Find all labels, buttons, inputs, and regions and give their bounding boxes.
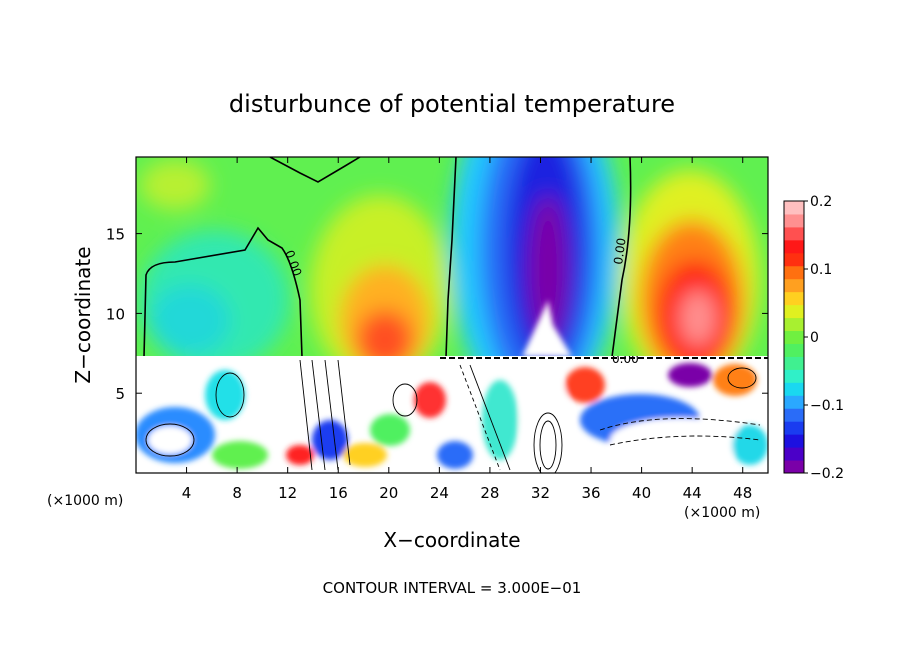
y-axis-label: Z−coordinate xyxy=(71,246,95,383)
white-spike xyxy=(522,300,572,357)
x-tick-label: 28 xyxy=(480,484,499,502)
colorbar-swatch xyxy=(784,395,804,409)
blob-red-1 xyxy=(286,445,314,465)
colorbar-swatch xyxy=(784,421,804,435)
x-axis: 4 8 12 16 20 24 28 32 36 40 44 48 xyxy=(182,157,752,502)
x-tick-label: 4 xyxy=(182,484,192,502)
y-axis: 5 10 15 xyxy=(106,226,768,403)
colorbar-swatch xyxy=(784,265,804,280)
colorbar-tick-label: −0.2 xyxy=(810,466,844,482)
x-tick-label: 24 xyxy=(430,484,449,502)
cool-region-left-core xyxy=(150,285,230,355)
colorbar-swatch xyxy=(784,278,804,293)
blob-blue-2 xyxy=(312,420,348,460)
x-tick-label: 20 xyxy=(379,484,398,502)
x-tick-label: 44 xyxy=(683,484,702,502)
colorbar-swatch xyxy=(784,291,804,306)
colorbar-swatch xyxy=(784,369,804,383)
colorbar-swatch xyxy=(784,343,804,357)
colorbar-tick-label: −0.1 xyxy=(810,398,844,414)
x-tick-label: 48 xyxy=(733,484,752,502)
x-unit-label-left: (×1000 m) xyxy=(47,493,123,509)
blob-cyan-1 xyxy=(205,370,245,420)
cold-plume-core xyxy=(528,195,568,345)
zero-contour-left xyxy=(143,226,303,357)
colorbar-swatch xyxy=(784,447,804,461)
x-tick-label: 40 xyxy=(632,484,651,502)
y-tick-label: 15 xyxy=(106,226,125,244)
warm-region-right-core xyxy=(680,290,716,346)
colorbar-swatch xyxy=(784,382,804,396)
x-axis-label: X−coordinate xyxy=(383,528,520,552)
colorbar-swatch xyxy=(784,239,804,254)
colorbar-swatch xyxy=(784,213,804,228)
blob-blue-3 xyxy=(437,441,473,469)
lower-turbulent-field: 0.00 xyxy=(136,352,768,473)
chart-title: disturbunce of potential temperature xyxy=(229,90,675,118)
contour-label-interface: 0.00 xyxy=(612,352,639,366)
upper-temperature-field: 0.00 0.00 xyxy=(136,157,768,357)
x-tick-label: 8 xyxy=(232,484,242,502)
colorbar-swatch xyxy=(784,226,804,241)
blob-red-2 xyxy=(414,382,446,418)
colorbar-tick-label: 0 xyxy=(810,330,819,346)
blob-yellow-1 xyxy=(343,443,387,467)
blob-white-2 xyxy=(520,370,570,470)
blob-red-3 xyxy=(565,367,605,403)
zero-contour-top xyxy=(269,157,361,183)
turbulence-contours xyxy=(145,359,761,473)
blob-white-1 xyxy=(148,426,192,454)
colorbar-swatch xyxy=(784,460,804,474)
colorbar-tick-label: 0.2 xyxy=(810,194,832,210)
blob-cyan-3 xyxy=(732,425,768,465)
y-tick-label: 5 xyxy=(115,385,125,403)
warm-region-center-left-core xyxy=(357,310,413,357)
plot-area: 0.00 0.00 xyxy=(135,156,769,474)
colorbar: 0.2 0.1 0 −0.1 −0.2 xyxy=(783,194,844,482)
blob-green-1 xyxy=(212,441,268,469)
blob-cyan-2 xyxy=(482,380,518,460)
colorbar-swatch xyxy=(784,252,804,267)
blob-green-2 xyxy=(370,414,410,446)
colorbar-swatch xyxy=(784,201,804,215)
x-tick-label: 32 xyxy=(531,484,550,502)
contour-interval-footer: CONTOUR INTERVAL = 3.000E−01 xyxy=(323,579,582,597)
contour-label-right: 0.00 xyxy=(611,237,629,265)
blob-purple-1 xyxy=(668,363,712,387)
plot-frame xyxy=(135,156,769,474)
warm-region-upper-left xyxy=(140,160,210,210)
colorbar-swatch xyxy=(784,304,804,319)
zero-contour-right xyxy=(611,157,632,357)
zero-contour-center xyxy=(445,157,457,357)
blob-orange-1 xyxy=(713,364,757,396)
x-tick-label: 36 xyxy=(581,484,600,502)
x-tick-label: 12 xyxy=(278,484,297,502)
colorbar-swatch xyxy=(784,330,804,344)
colorbar-swatch xyxy=(784,356,804,370)
x-unit-label-right: (×1000 m) xyxy=(684,505,760,521)
colorbar-swatch xyxy=(784,434,804,448)
y-tick-label: 10 xyxy=(106,305,125,323)
x-tick-label: 16 xyxy=(329,484,348,502)
colorbar-tick-label: 0.1 xyxy=(810,262,832,278)
colorbar-swatch xyxy=(784,408,804,422)
blob-white-3 xyxy=(610,418,750,462)
colorbar-swatch xyxy=(784,317,804,332)
